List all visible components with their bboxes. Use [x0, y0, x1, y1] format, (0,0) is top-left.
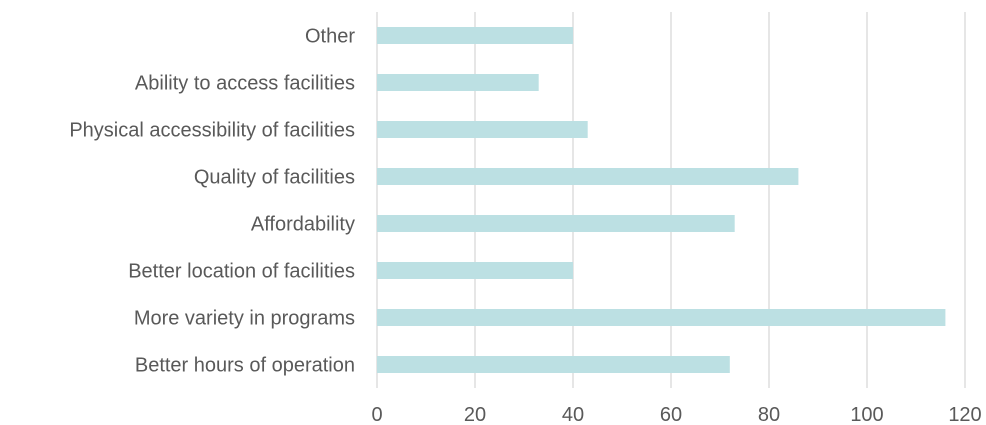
x-tick-label: 60 [660, 404, 682, 425]
bar [377, 215, 735, 232]
bar [377, 168, 799, 185]
bars [377, 27, 946, 373]
category-label: Quality of facilities [194, 167, 355, 189]
category-label: Better location of facilities [128, 261, 355, 283]
category-label: More variety in programs [134, 308, 355, 330]
category-label: Affordability [251, 214, 355, 236]
category-label: Physical accessibility of facilities [69, 120, 355, 142]
category-label: Better hours of operation [135, 355, 355, 377]
bar [377, 27, 573, 44]
bar [377, 121, 588, 138]
x-tick-label: 80 [758, 404, 780, 425]
x-tick-label: 0 [371, 404, 382, 425]
x-tick-label: 20 [464, 404, 486, 425]
bar [377, 309, 946, 326]
x-tick-labels: 0 20 40 60 80 100 120 [371, 404, 981, 425]
x-tick-label: 40 [562, 404, 584, 425]
x-tick-label: 100 [850, 404, 883, 425]
category-label: Other [305, 26, 355, 48]
x-tick-label: 120 [948, 404, 981, 425]
category-label: Ability to access facilities [135, 73, 355, 95]
bar [377, 356, 730, 373]
gridlines [376, 12, 966, 388]
bar [377, 74, 539, 91]
bar [377, 262, 573, 279]
category-labels: Better hours of operation More variety in… [69, 26, 355, 377]
